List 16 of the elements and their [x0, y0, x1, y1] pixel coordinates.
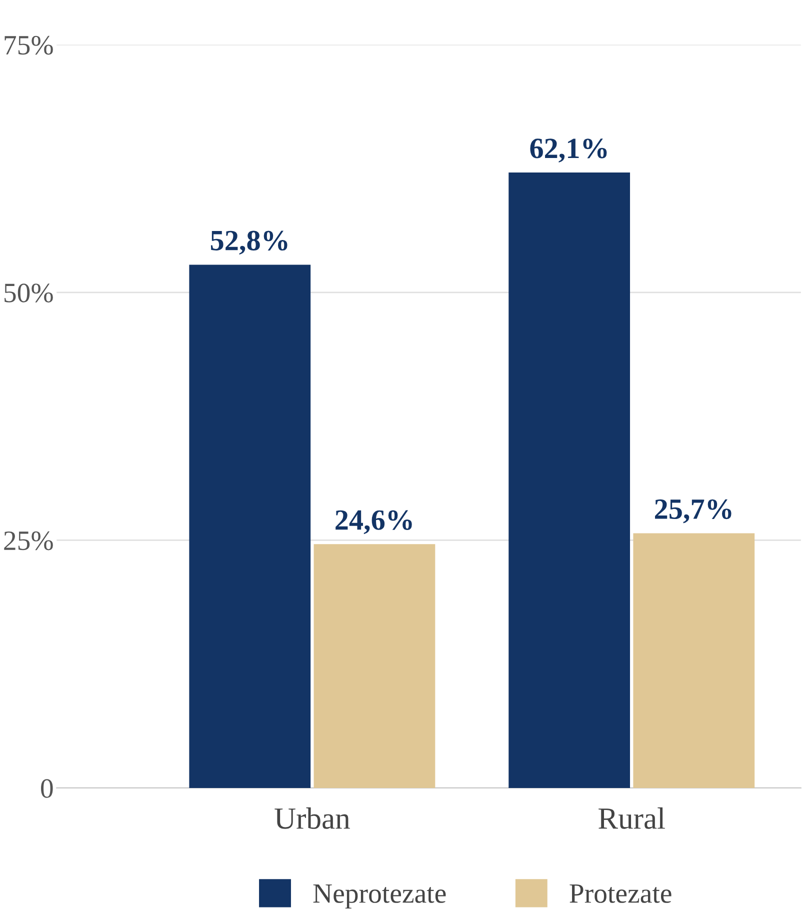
- y-tick-label: 75%: [4, 36, 53, 55]
- legend-label: Neprotezate: [313, 884, 446, 909]
- x-tick-label: Rural: [598, 807, 665, 829]
- bar: [633, 533, 755, 788]
- data-label: 25,7%: [655, 499, 732, 524]
- data-label: 52,8%: [210, 230, 288, 255]
- bar: [508, 172, 630, 788]
- y-tick-label: 50%: [4, 284, 53, 302]
- x-tick-label: Urban: [274, 807, 350, 829]
- bar: [189, 264, 311, 788]
- y-tick-label: 0: [41, 779, 53, 798]
- data-label: 62,1%: [530, 138, 607, 163]
- data-label: 24,6%: [336, 510, 412, 534]
- bar: [314, 544, 436, 788]
- y-tick-label: 25%: [4, 531, 53, 550]
- legend-label: Protezate: [570, 884, 672, 903]
